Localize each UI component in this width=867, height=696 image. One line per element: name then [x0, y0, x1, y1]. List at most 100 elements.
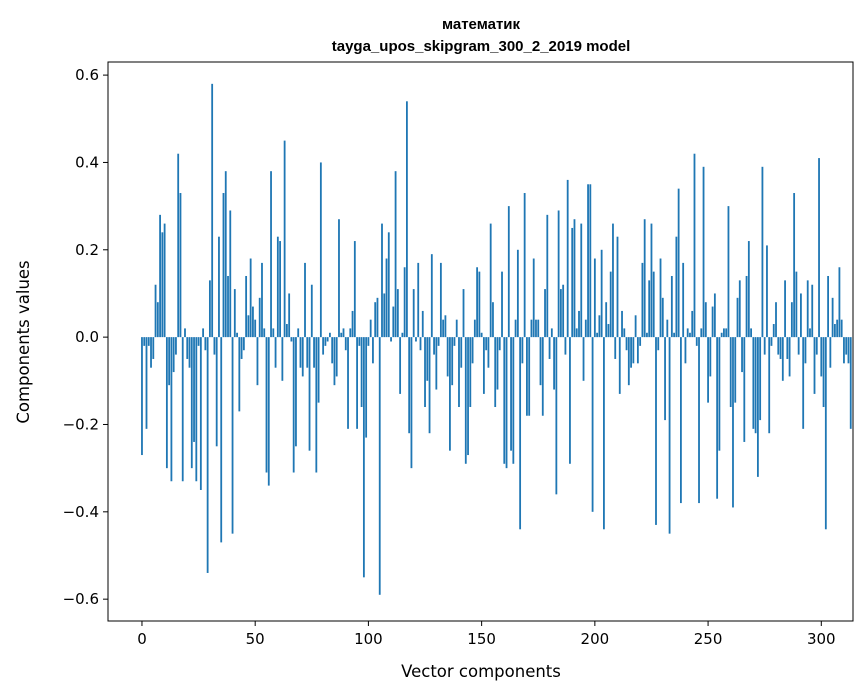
- bar-120: [412, 289, 415, 338]
- bar-18: [181, 337, 184, 482]
- bar-189: [569, 337, 571, 464]
- bar-42: [236, 332, 238, 338]
- bar-52: [258, 297, 261, 338]
- bar-96: [358, 337, 361, 346]
- bar-7: [156, 302, 159, 338]
- bar-267: [745, 275, 748, 338]
- bar-244: [693, 153, 696, 338]
- bar-215: [627, 337, 630, 386]
- bar-41: [233, 289, 236, 338]
- x-tick-label: 150: [467, 630, 496, 648]
- bar-22: [190, 337, 193, 469]
- bar-33: [215, 337, 218, 447]
- bar-94: [353, 241, 356, 338]
- bar-182: [553, 337, 555, 390]
- bar-81: [324, 337, 327, 346]
- bar-275: [763, 337, 766, 355]
- bar-102: [372, 337, 374, 364]
- bar-74: [308, 337, 311, 451]
- bar-100: [367, 337, 370, 346]
- bar-288: [793, 193, 796, 338]
- bar-310: [843, 337, 845, 364]
- bar-203: [600, 249, 603, 338]
- bar-178: [544, 289, 546, 338]
- bar-133: [442, 319, 445, 338]
- bar-152: [485, 337, 488, 351]
- bar-97: [360, 337, 363, 408]
- bar-151: [482, 337, 485, 394]
- bar-147: [473, 319, 476, 338]
- bar-311: [845, 337, 848, 355]
- bar-61: [279, 241, 281, 338]
- bar-257: [723, 328, 725, 338]
- bar-8: [159, 214, 161, 338]
- bar-181: [550, 328, 553, 338]
- bar-121: [415, 337, 417, 342]
- bar-23: [193, 337, 195, 442]
- bar-220: [639, 337, 642, 346]
- bar-119: [410, 337, 413, 469]
- bar-291: [800, 293, 802, 338]
- bar-201: [596, 332, 599, 338]
- bar-241: [686, 328, 689, 338]
- bar-78: [317, 337, 320, 403]
- bar-80: [322, 337, 325, 355]
- bar-263: [736, 297, 739, 338]
- bar-149: [478, 271, 481, 338]
- bar-208: [612, 223, 614, 338]
- bar-191: [573, 219, 576, 338]
- bar-98: [362, 337, 365, 578]
- bar-235: [673, 332, 676, 338]
- bar-282: [779, 337, 782, 359]
- bar-12: [168, 337, 171, 386]
- bar-36: [222, 193, 225, 338]
- bar-118: [408, 337, 411, 434]
- bar-49: [252, 306, 254, 338]
- bar-296: [811, 284, 814, 338]
- bar-17: [179, 193, 182, 338]
- bar-37: [224, 171, 227, 338]
- bar-155: [492, 302, 494, 338]
- bar-264: [738, 280, 741, 338]
- bar-218: [634, 315, 637, 338]
- bar-55: [265, 337, 268, 473]
- chart-subtitle: tayga_upos_skipgram_300_2_2019 model: [332, 38, 631, 55]
- bar-298: [815, 337, 818, 355]
- bar-131: [437, 337, 440, 346]
- bar-171: [528, 337, 531, 416]
- bar-195: [582, 337, 585, 381]
- bar-38: [227, 275, 229, 338]
- bar-83: [329, 332, 331, 338]
- bar-293: [804, 337, 807, 364]
- bar-108: [385, 258, 388, 338]
- bar-301: [822, 337, 825, 408]
- bar-297: [813, 337, 816, 394]
- bar-143: [464, 337, 467, 464]
- bar-144: [467, 337, 469, 456]
- bar-211: [618, 337, 621, 394]
- bar-60: [276, 236, 279, 338]
- bar-142: [462, 289, 465, 338]
- bar-112: [394, 171, 397, 338]
- bar-109: [387, 232, 390, 338]
- bar-212: [621, 310, 623, 338]
- bar-200: [593, 258, 596, 338]
- y-tick-label: 0.4: [75, 153, 99, 171]
- bar-1: [143, 337, 146, 346]
- bar-53: [261, 262, 263, 338]
- bar-221: [641, 262, 644, 338]
- bar-251: [709, 337, 712, 377]
- bar-281: [777, 337, 780, 355]
- bar-54: [263, 328, 266, 338]
- bar-183: [555, 337, 558, 495]
- bar-85: [333, 337, 336, 386]
- bar-245: [695, 337, 698, 346]
- y-tick-label: −0.4: [63, 503, 99, 521]
- bar-27: [202, 328, 205, 338]
- bar-209: [614, 337, 617, 359]
- bar-186: [562, 284, 565, 338]
- bar-158: [498, 337, 501, 351]
- bar-277: [768, 337, 771, 434]
- bar-48: [249, 258, 252, 338]
- bar-233: [668, 337, 671, 534]
